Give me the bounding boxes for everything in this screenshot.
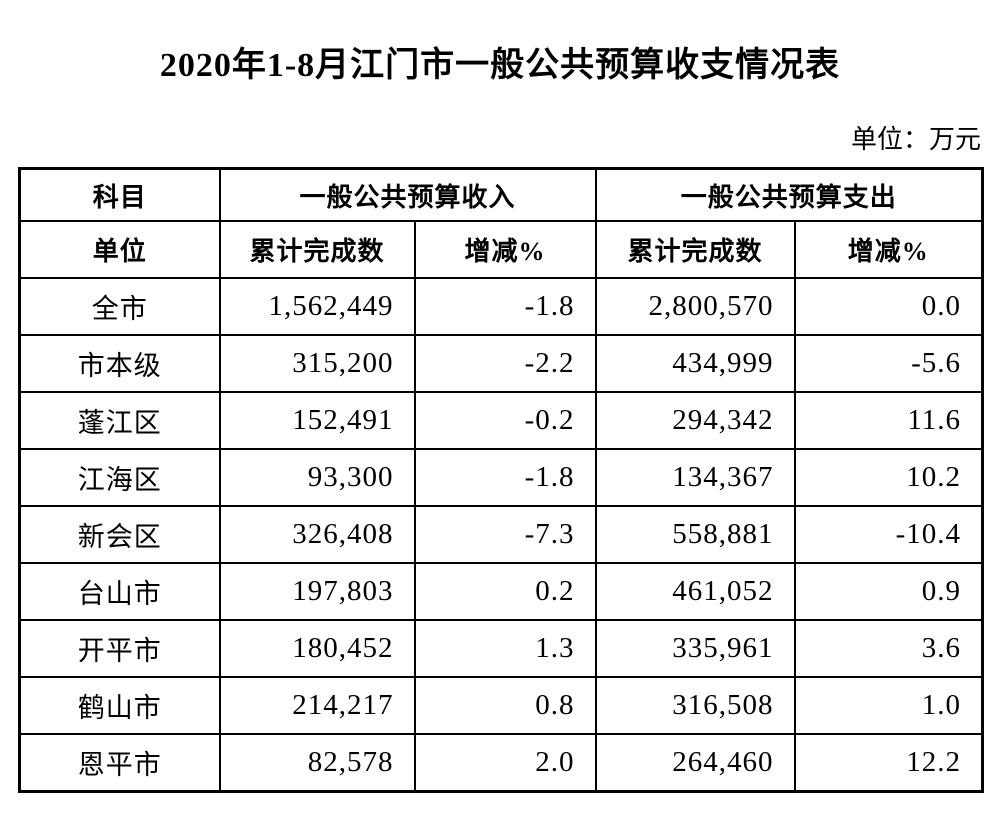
revenue-change-value: -1.8 [413,277,597,337]
table-row: 恩平市 82,578 2.0 264,460 12.2 [18,733,984,793]
revenue-change-value: 0.8 [413,676,597,736]
revenue-value: 197,803 [218,562,416,622]
header-row-columns: 单位 累计完成数 增减% 累计完成数 增减% [18,220,984,280]
revenue-change-value: -2.2 [413,334,597,394]
expenditure-value: 335,961 [594,619,796,679]
expenditure-value: 2,800,570 [594,277,796,337]
region-name: 恩平市 [18,733,221,793]
budget-table: 科目 一般公共预算收入 一般公共预算支出 单位 累计完成数 增减% 累计完成数 … [18,166,985,793]
expenditure-change-value: 0.9 [793,562,984,622]
expenditure-change-value: 11.6 [793,391,984,451]
revenue-change-value: -0.2 [413,391,597,451]
header-unit: 单位 [18,220,221,280]
header-revenue-cumulative: 累计完成数 [218,220,416,280]
header-revenue-change: 增减% [413,220,597,280]
revenue-value: 82,578 [218,733,416,793]
table-row: 台山市 197,803 0.2 461,052 0.9 [18,562,984,622]
expenditure-change-value: -5.6 [793,334,984,394]
region-name: 鹤山市 [18,676,221,736]
header-subject: 科目 [18,167,221,223]
table-row: 江海区 93,300 -1.8 134,367 10.2 [18,448,984,508]
table-row: 蓬江区 152,491 -0.2 294,342 11.6 [18,391,984,451]
expenditure-change-value: 0.0 [793,277,984,337]
table-row: 全市 1,562,449 -1.8 2,800,570 0.0 [18,277,984,337]
revenue-value: 152,491 [218,391,416,451]
revenue-value: 1,562,449 [218,277,416,337]
table-row: 新会区 326,408 -7.3 558,881 -10.4 [18,505,984,565]
expenditure-change-value: 1.0 [793,676,984,736]
table-row: 市本级 315,200 -2.2 434,999 -5.6 [18,334,984,394]
expenditure-change-value: -10.4 [793,505,984,565]
region-name: 台山市 [18,562,221,622]
revenue-change-value: 2.0 [413,733,597,793]
region-name: 全市 [18,277,221,337]
revenue-value: 214,217 [218,676,416,736]
revenue-change-value: -1.8 [413,448,597,508]
region-name: 市本级 [18,334,221,394]
expenditure-value: 134,367 [594,448,796,508]
table-row: 鹤山市 214,217 0.8 316,508 1.0 [18,676,984,736]
unit-note: 单位：万元 [850,125,981,155]
revenue-value: 315,200 [218,334,416,394]
region-name: 蓬江区 [18,391,221,451]
region-name: 开平市 [18,619,221,679]
expenditure-value: 294,342 [594,391,796,451]
expenditure-value: 434,999 [594,334,796,394]
revenue-change-value: -7.3 [413,505,597,565]
page-title: 2020年1-8月江门市一般公共预算收支情况表 [159,47,841,84]
region-name: 新会区 [18,505,221,565]
header-expenditure-cumulative: 累计完成数 [594,220,796,280]
expenditure-value: 316,508 [594,676,796,736]
expenditure-value: 461,052 [594,562,796,622]
header-revenue-group: 一般公共预算收入 [218,167,597,223]
header-row-groups: 科目 一般公共预算收入 一般公共预算支出 [18,167,984,223]
revenue-value: 180,452 [218,619,416,679]
header-expenditure-change: 增减% [793,220,984,280]
region-name: 江海区 [18,448,221,508]
expenditure-change-value: 12.2 [793,733,984,793]
table-row: 开平市 180,452 1.3 335,961 3.6 [18,619,984,679]
expenditure-value: 558,881 [594,505,796,565]
revenue-change-value: 0.2 [413,562,597,622]
expenditure-change-value: 10.2 [793,448,984,508]
header-expenditure-group: 一般公共预算支出 [594,167,984,223]
revenue-value: 93,300 [218,448,416,508]
expenditure-change-value: 3.6 [793,619,984,679]
revenue-value: 326,408 [218,505,416,565]
expenditure-value: 264,460 [594,733,796,793]
revenue-change-value: 1.3 [413,619,597,679]
